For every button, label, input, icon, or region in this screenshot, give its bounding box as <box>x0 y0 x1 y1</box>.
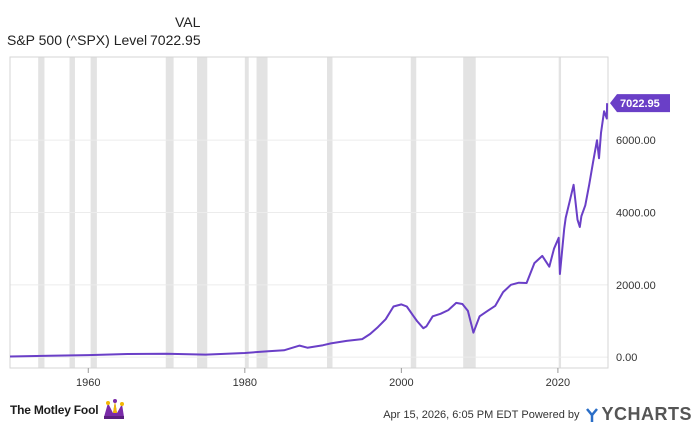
x-tick-label: 2020 <box>546 377 570 389</box>
y-tick-label: 0.00 <box>616 352 637 364</box>
series-line <box>9 103 609 358</box>
series-current-value: 7022.95 <box>150 32 201 48</box>
powered-by-label: Powered by <box>521 408 580 421</box>
jester-hat-icon <box>104 399 125 419</box>
chart-legend-header: VAL S&P 500 (^SPX) Level 7022.95 <box>0 10 240 50</box>
line-chart: 0.00 2000.00 4000.00 6000.00 1960 1980 2000 202… <box>9 56 670 389</box>
motley-fool-logo: The Motley Fool <box>10 396 126 424</box>
brand-name: The Motley Fool <box>10 403 99 417</box>
value-column-label: VAL <box>175 14 201 30</box>
attribution: Apr 15, 2026, 6:05 PM EDT Powered by YCH… <box>383 404 692 425</box>
x-tick-label: 1980 <box>233 377 257 389</box>
y-tick-label: 2000.00 <box>616 280 656 292</box>
end-value-flag <box>610 94 670 113</box>
y-tick-label: 6000.00 <box>616 135 656 147</box>
end-value-label: 7022.95 <box>620 98 660 110</box>
ycharts-chevron-icon <box>586 407 599 422</box>
series-name-label: S&P 500 (^SPX) Level <box>7 32 148 48</box>
ycharts-brand: YCHARTS <box>601 404 692 424</box>
timestamp: Apr 15, 2026, 6:05 PM EDT <box>383 408 519 421</box>
x-tick-label: 2000 <box>389 377 413 389</box>
y-tick-label: 4000.00 <box>616 208 656 220</box>
plot-border <box>9 56 609 369</box>
x-tick-label: 1960 <box>76 377 100 389</box>
